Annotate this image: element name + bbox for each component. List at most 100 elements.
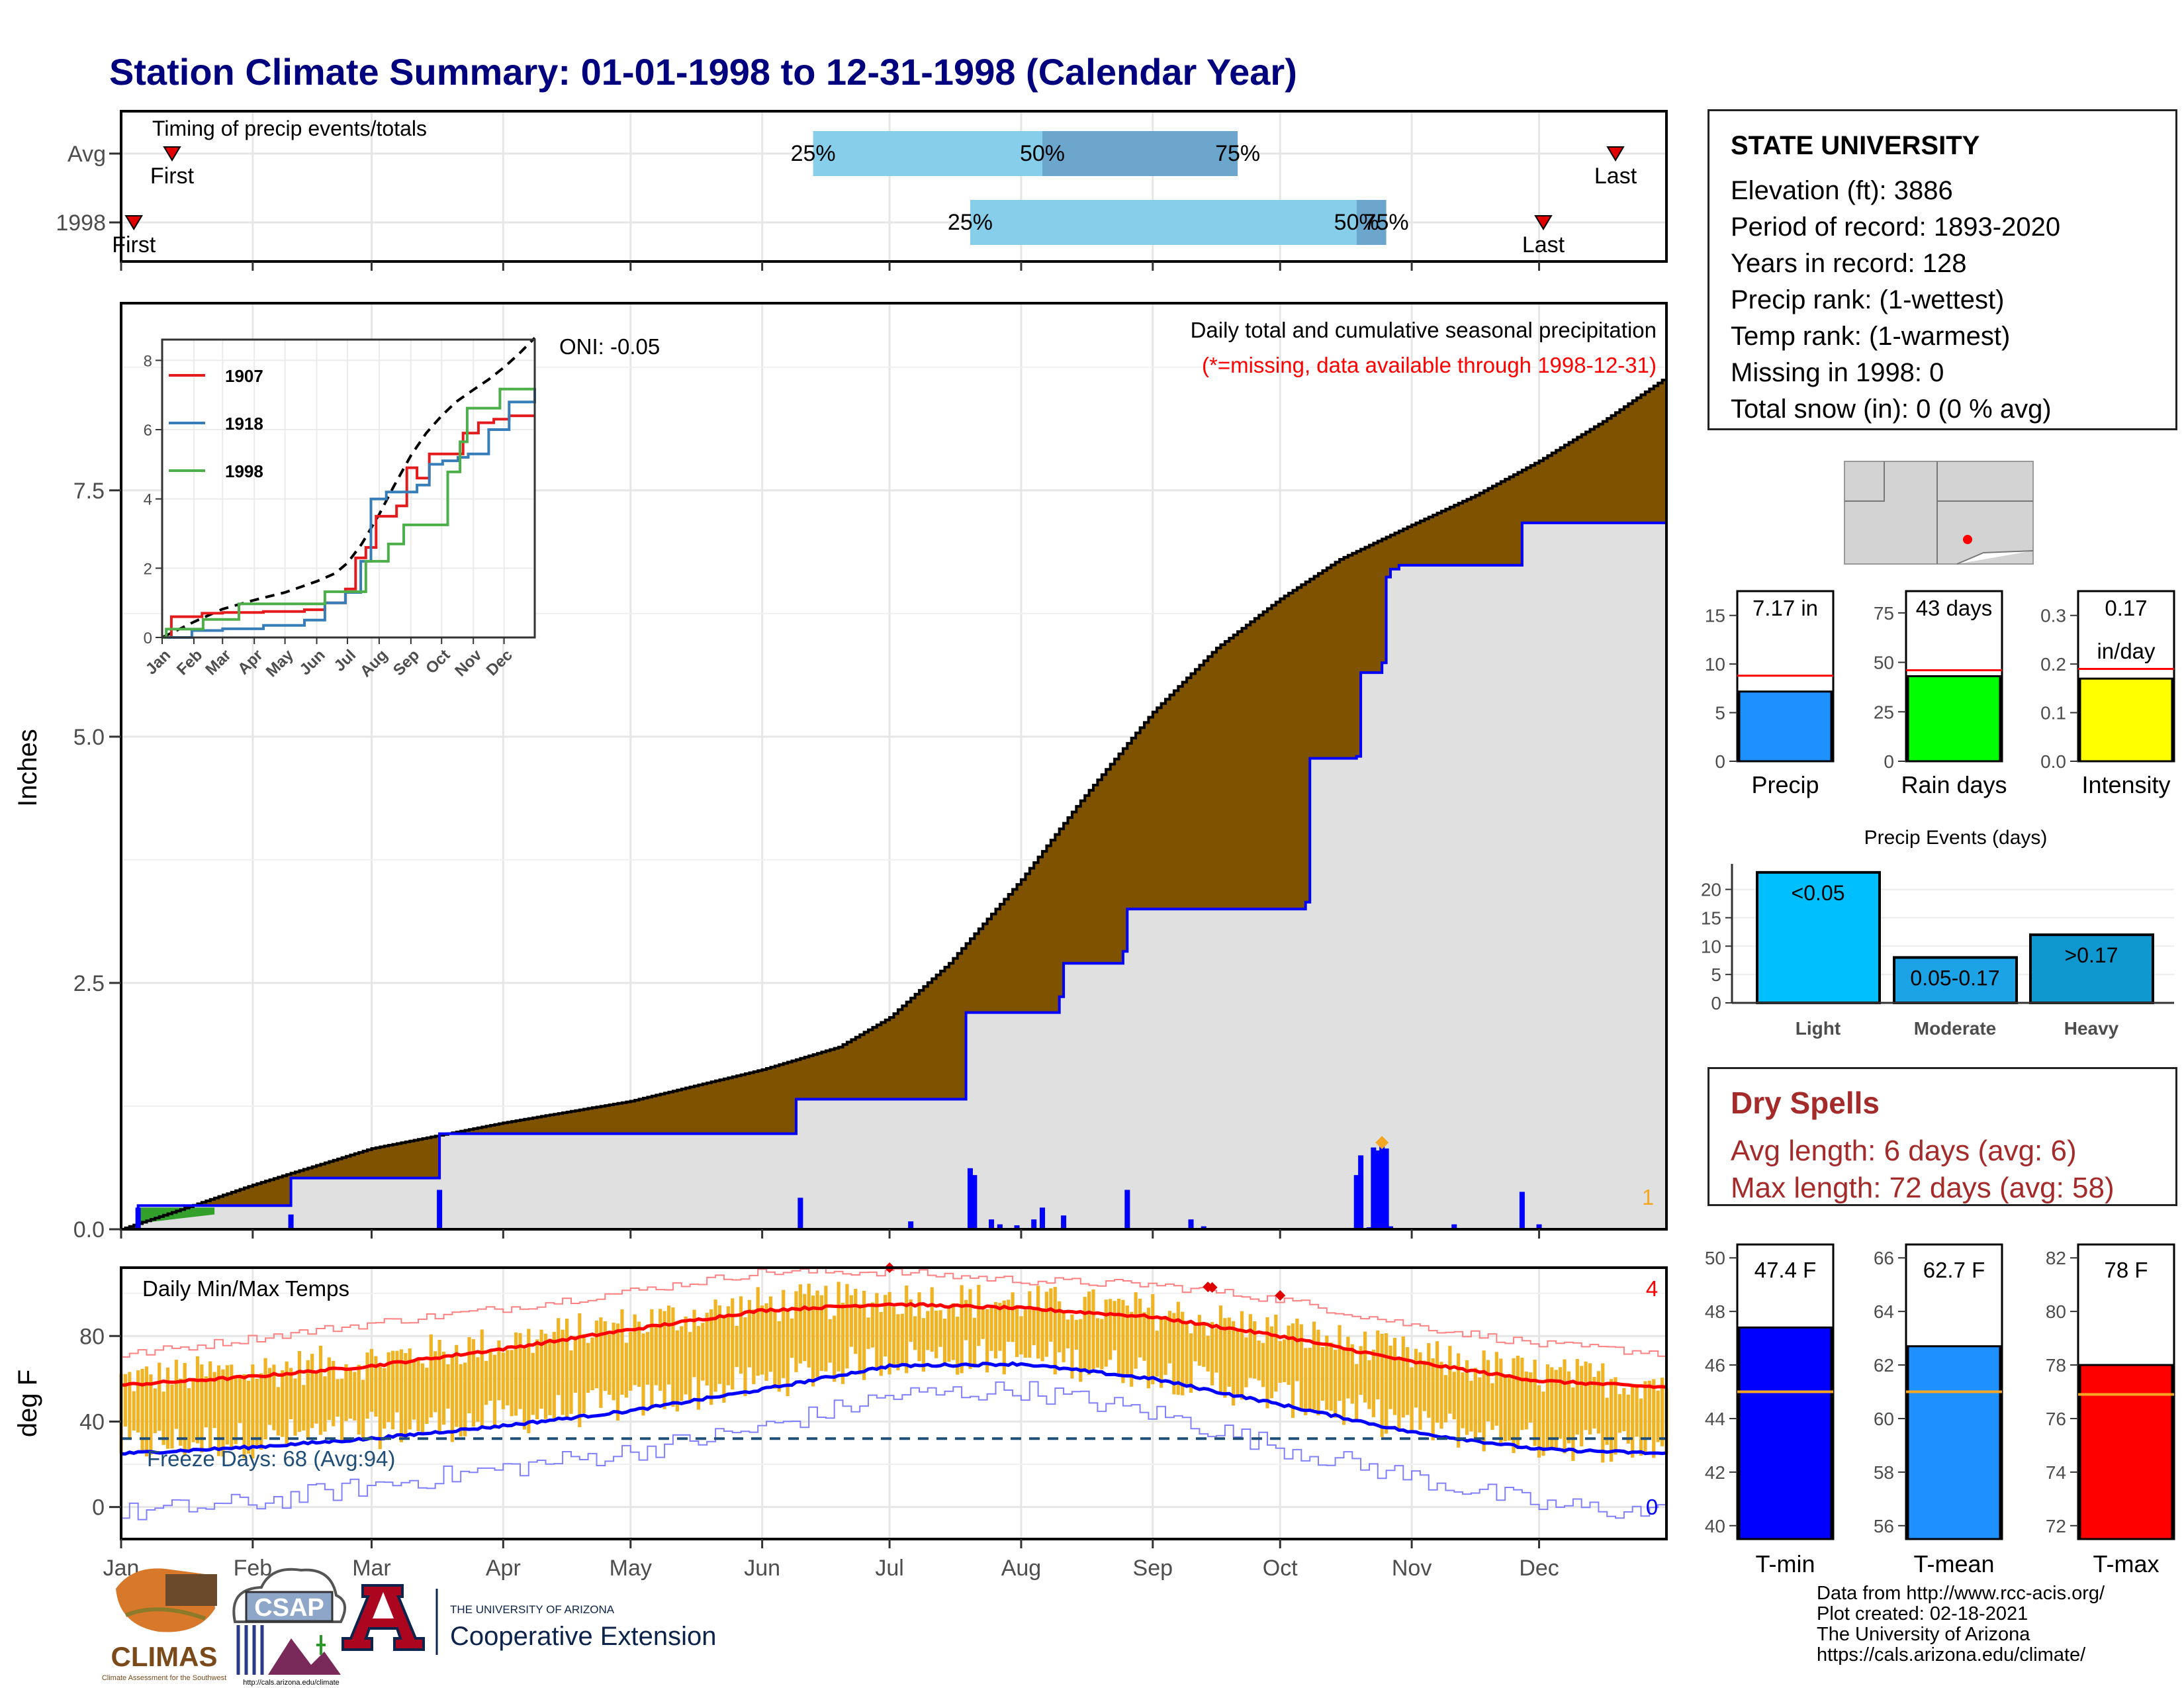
temp-y-axis-label: deg F <box>13 1370 42 1437</box>
daily-temp-bar <box>1350 1344 1354 1404</box>
daily-temp-bar <box>1253 1321 1257 1379</box>
daily-temp-bar <box>1643 1381 1647 1455</box>
temp-plot-frame <box>120 1266 1668 1540</box>
daily-temp-bar <box>909 1299 913 1342</box>
timing-first-marker <box>163 146 181 162</box>
daily-temp-bar <box>212 1372 216 1429</box>
daily-temp-bar <box>662 1311 666 1409</box>
temp-summary-y-tick-label: 58 <box>1874 1462 1894 1483</box>
precip-1998-line <box>121 521 1666 1231</box>
daily-temp-bar <box>1167 1311 1172 1364</box>
daily-temp-bar <box>153 1388 157 1434</box>
timing-first-label: First <box>112 232 156 258</box>
daily-temp-bar <box>1329 1342 1333 1411</box>
daily-temp-bar <box>1499 1358 1503 1444</box>
daily-temp-bar <box>811 1295 815 1387</box>
summary-y-tick-label: 5 <box>1715 703 1725 724</box>
daily-temp-bar <box>1304 1348 1308 1416</box>
timing-first-marker <box>124 215 144 230</box>
daily-temp-bar <box>1652 1379 1656 1458</box>
month-axis-label: Dec <box>1519 1556 1559 1581</box>
daily-temp-bar <box>387 1352 390 1423</box>
daily-temp-bar <box>815 1290 819 1378</box>
daily-temp-bar <box>671 1307 675 1407</box>
daily-temp-bar <box>790 1318 794 1358</box>
daily-temp-bar <box>735 1325 739 1368</box>
daily-temp-bar <box>743 1317 747 1397</box>
daily-temp-bar <box>1113 1301 1116 1350</box>
summary-y-tick-label: 0.2 <box>2040 654 2066 675</box>
daily-temp-bar <box>1439 1362 1443 1429</box>
daily-temp-bar <box>858 1304 862 1375</box>
daily-temp-bar <box>756 1287 760 1376</box>
daily-temp-bar <box>408 1348 412 1430</box>
temp-summary-y-tick-label: 48 <box>1705 1301 1725 1322</box>
temp-y-tick-label: 80 <box>79 1324 105 1349</box>
daily-temp-bar <box>1567 1371 1571 1444</box>
daily-temp-bar <box>136 1370 140 1432</box>
daily-temp-bar <box>1431 1358 1435 1440</box>
summary-y-tick-label: 0.1 <box>2040 703 2066 724</box>
daily-temp-bar <box>731 1298 735 1390</box>
month-axis-label: Apr <box>486 1556 521 1581</box>
university-a-logo <box>373 1592 394 1618</box>
map-border-line <box>1956 550 2034 565</box>
daily-temp-bar <box>158 1362 161 1431</box>
daily-temp-bar <box>323 1376 327 1432</box>
daily-temp-bar <box>225 1365 229 1445</box>
daily-temp-bar <box>599 1317 603 1408</box>
daily-temp-bar <box>1070 1314 1074 1379</box>
daily-temp-bar <box>1461 1372 1465 1429</box>
daily-temp-bar <box>1457 1353 1461 1448</box>
daily-temp-bar <box>310 1354 314 1429</box>
daily-temp-bar <box>471 1339 476 1427</box>
daily-temp-bar <box>926 1311 930 1350</box>
daily-temp-bar <box>1287 1325 1291 1385</box>
daily-temp-bar <box>1325 1335 1329 1410</box>
daily-temp-bar <box>539 1329 543 1409</box>
daily-temp-bar <box>1482 1350 1486 1452</box>
temp-summary-y-tick-label: 80 <box>2046 1301 2066 1322</box>
daily-temp-bar <box>905 1285 909 1374</box>
daily-temp-bar <box>1494 1352 1499 1426</box>
daily-temp-bar <box>608 1334 612 1395</box>
daily-temp-bar <box>1427 1343 1431 1418</box>
daily-precip-bar <box>908 1221 914 1229</box>
inset-legend-label: 1998 <box>225 461 263 481</box>
daily-temp-bar <box>1058 1301 1062 1352</box>
summary-y-tick-label: 50 <box>1874 653 1894 673</box>
precip-events-bar-light <box>1756 870 1881 1005</box>
average-max-line <box>120 1301 1667 1389</box>
daily-temp-bar <box>327 1357 331 1421</box>
inset-y-tick-label: 6 <box>144 422 152 440</box>
daily-temp-bar <box>510 1350 514 1417</box>
daily-temp-bar <box>1533 1360 1537 1446</box>
temp-y-tick-label: 40 <box>79 1409 105 1434</box>
daily-temp-bar <box>1104 1299 1108 1367</box>
daily-temp-bar <box>1269 1326 1274 1399</box>
temp-summary-y-tick-label: 66 <box>1874 1248 1894 1268</box>
daily-temp-bar <box>887 1291 891 1375</box>
dry-spells-avg: Avg length: 6 days (avg: 6) <box>1731 1135 2077 1167</box>
daily-temp-bar <box>378 1366 382 1450</box>
daily-temp-bar <box>161 1391 165 1445</box>
month-axis-label: Jun <box>744 1556 780 1581</box>
daily-temp-bar <box>1414 1348 1418 1408</box>
precip-missing-count: 1 <box>1642 1185 1654 1209</box>
daily-temp-bar <box>1626 1394 1630 1444</box>
dry-spells-max: Max length: 72 days (avg: 58) <box>1731 1172 2115 1204</box>
station-info-box: STATE UNIVERSITY Elevation (ft): 3886 Pe… <box>1707 109 2177 430</box>
daily-temp-bar <box>569 1350 573 1414</box>
summary-value-intensity: 0.17 <box>2105 596 2147 620</box>
precip-events-y-tick-label: 15 <box>1701 908 1721 928</box>
daily-temp-bar <box>1062 1313 1066 1362</box>
daily-temp-bar <box>285 1361 289 1445</box>
daily-temp-bar <box>1299 1324 1303 1409</box>
daily-precip-bar <box>1388 1226 1394 1229</box>
daily-temp-bar <box>633 1314 637 1385</box>
station-precip-rank: Precip rank: (1-wettest) <box>1731 285 2005 314</box>
daily-temp-bar <box>1617 1394 1622 1433</box>
daily-temp-bar <box>200 1364 204 1453</box>
daily-temp-bar <box>1032 1307 1036 1346</box>
